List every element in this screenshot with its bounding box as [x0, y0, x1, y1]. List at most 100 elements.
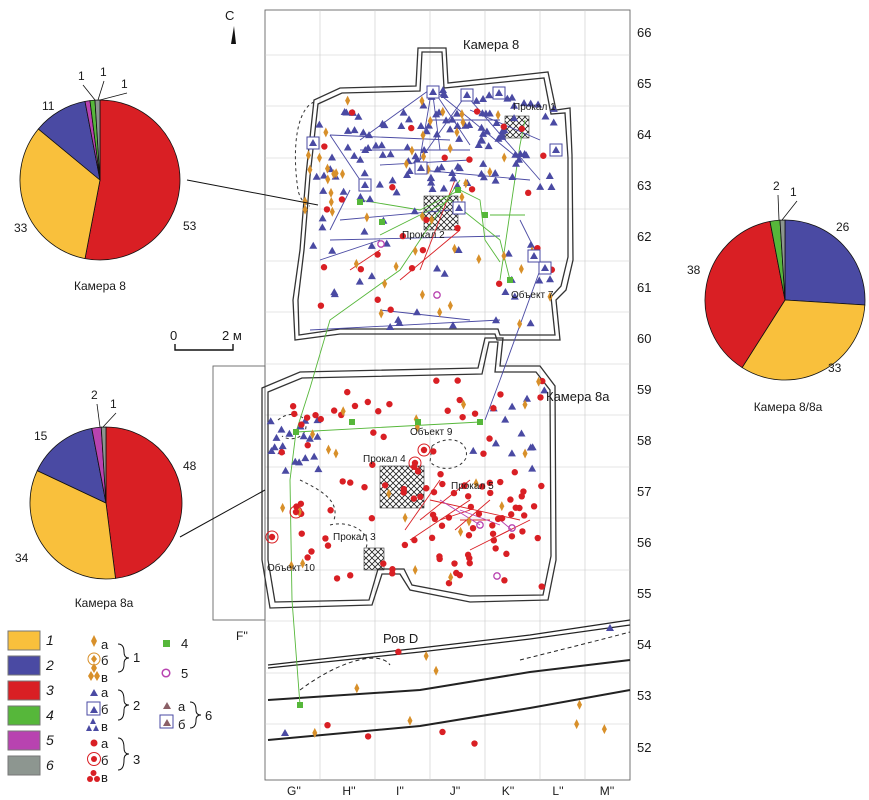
pie-slice: [100, 426, 107, 504]
pie-value-label: 38: [687, 263, 701, 277]
red-find: [433, 377, 440, 384]
yellow-find: [333, 448, 339, 459]
red-dot-icon: [90, 739, 98, 747]
row-label: 60: [637, 331, 651, 346]
svg-text:в: в: [101, 670, 108, 685]
red-find: [395, 648, 402, 656]
yellow-find: [412, 245, 418, 256]
red-find: [298, 421, 305, 428]
yellow-find: [440, 106, 446, 117]
blue-find: [270, 443, 279, 451]
blue-find: [301, 454, 310, 462]
yellow-find: [316, 152, 322, 163]
scale-bar: 0 2 м: [170, 328, 242, 351]
blue-find: [442, 116, 451, 124]
red-find: [539, 377, 546, 385]
pie-value-label: 33: [828, 361, 842, 375]
blue-find: [397, 122, 406, 130]
svg-text:2 м: 2 м: [222, 328, 242, 343]
circled-red-find: [289, 505, 303, 519]
yellow-find: [331, 168, 337, 179]
boxed-find-triangle: [361, 181, 369, 188]
yellow-find: [393, 261, 399, 272]
red-find: [338, 196, 346, 203]
column-label-f: F'': [236, 629, 248, 643]
blue-find: [367, 272, 376, 280]
row-label: 55: [637, 586, 651, 601]
blue-find: [367, 241, 376, 249]
yellow-find: [288, 560, 294, 571]
blue-find: [439, 184, 448, 192]
svg-text:6: 6: [46, 757, 54, 773]
blue-find: [386, 323, 395, 331]
pie-slice: [704, 220, 786, 369]
red-find: [361, 483, 368, 491]
red-find: [289, 403, 297, 410]
blue-find: [361, 145, 370, 153]
finds-points: [265, 85, 614, 747]
yellow-find: [302, 204, 308, 215]
yellow-find: [296, 506, 302, 517]
blue-find: [520, 99, 529, 107]
red-find: [518, 125, 526, 132]
chamber-8a-label: Камера 8а: [546, 389, 610, 404]
svg-text:3: 3: [133, 752, 140, 767]
yellow-find: [501, 152, 507, 163]
blue-find: [378, 150, 387, 158]
red-find: [454, 224, 461, 232]
yellow-find: [601, 724, 607, 735]
blue-find: [399, 108, 408, 116]
blue-find: [492, 316, 501, 324]
red-find: [411, 536, 418, 544]
red-find: [303, 414, 311, 421]
red-find: [516, 504, 523, 512]
row-label: 53: [637, 688, 651, 703]
red-find: [419, 246, 427, 254]
yellow-find: [448, 572, 454, 583]
magenta-find: [433, 291, 441, 299]
blue-find: [360, 169, 369, 177]
yellow-find: [447, 143, 453, 154]
red-find: [503, 550, 510, 558]
red-find: [471, 410, 479, 417]
red-find: [347, 572, 354, 579]
pie-leader-line: [96, 403, 101, 428]
yellow-find: [427, 115, 433, 126]
blue-find: [492, 119, 501, 127]
blue-find: [309, 241, 318, 249]
blue-find: [516, 149, 525, 157]
svg-text:5: 5: [181, 666, 188, 681]
red-find: [298, 530, 305, 537]
yellow-find: [419, 95, 425, 106]
svg-text:4: 4: [181, 636, 188, 651]
yellow-find: [459, 109, 465, 120]
boxed-find-triangle: [541, 264, 549, 271]
column-label: M'': [600, 784, 615, 798]
blue-find: [455, 134, 464, 142]
red-find: [321, 143, 328, 150]
blue-find: [491, 176, 500, 184]
red-find: [380, 560, 387, 567]
blue-find: [508, 172, 517, 180]
yellow-find: [458, 526, 464, 537]
yellow-find: [429, 214, 435, 225]
blue-find: [416, 121, 425, 129]
red-find: [495, 280, 503, 287]
svg-text:а: а: [178, 699, 186, 714]
red-find: [450, 489, 458, 497]
red-find: [444, 407, 451, 414]
yellow-find: [459, 192, 465, 203]
red-find: [410, 495, 418, 502]
green-find: [297, 702, 303, 708]
blue-find: [365, 195, 374, 203]
yellow-find: [433, 665, 439, 676]
red-find: [456, 396, 463, 404]
legend-swatch-2: 2: [7, 655, 54, 676]
yellow-find: [517, 318, 523, 329]
blue-find: [403, 143, 412, 151]
yellow-find: [522, 448, 528, 459]
red-find: [437, 470, 444, 478]
blue-find: [342, 108, 351, 116]
red-find: [436, 555, 443, 563]
blue-find: [277, 425, 286, 433]
